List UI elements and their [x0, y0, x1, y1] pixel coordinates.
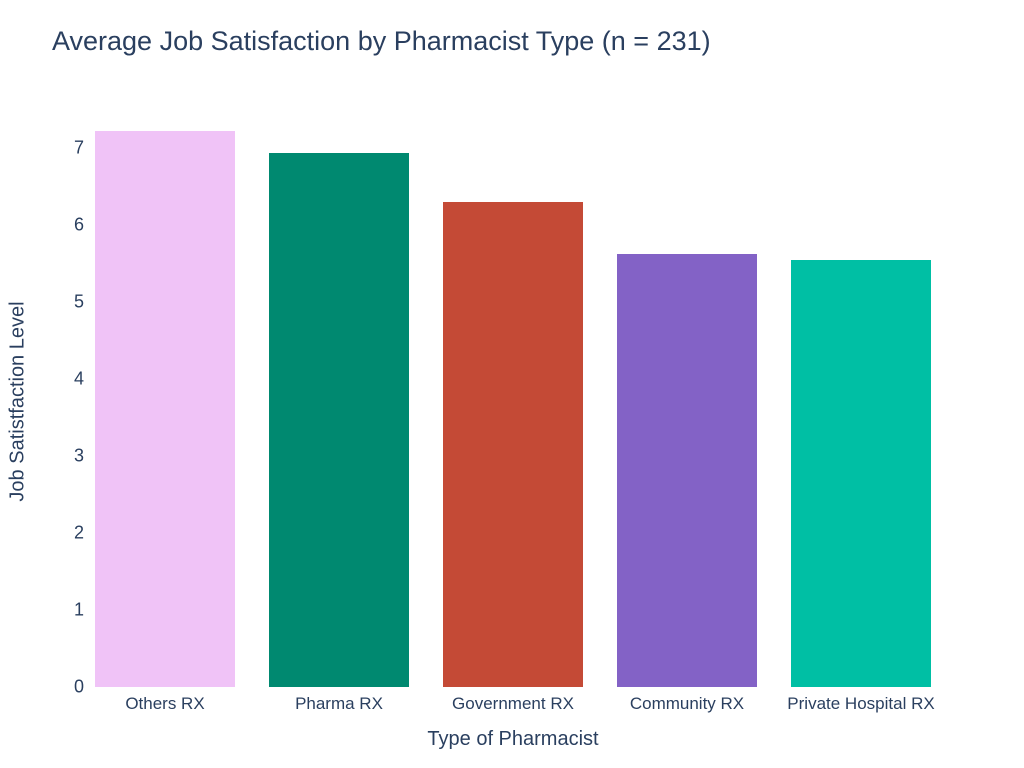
- y-tick-label-0: 0: [73, 676, 84, 697]
- x-tick-label-others-rx: Others RX: [125, 694, 205, 713]
- bar-private-hospital-rx[interactable]: [791, 260, 931, 687]
- x-tick-label-private-hospital-rx: Private Hospital RX: [787, 694, 935, 713]
- bar-government-rx[interactable]: [443, 201, 583, 687]
- x-tick-label-government-rx: Government RX: [452, 694, 574, 713]
- y-tick-label-5: 5: [73, 291, 84, 312]
- y-tick-label-6: 6: [73, 214, 84, 235]
- chart-title: Average Job Satisfaction by Pharmacist T…: [52, 26, 711, 56]
- y-tick-label-2: 2: [73, 522, 84, 543]
- x-tick-label-community-rx: Community RX: [629, 694, 745, 713]
- bar-others-rx[interactable]: [95, 131, 235, 687]
- y-tick-label-4: 4: [73, 368, 84, 389]
- y-tick-label-1: 1: [73, 599, 84, 620]
- y-axis-title: Job Satistfaction Level: [6, 301, 29, 502]
- bar-pharma-rx[interactable]: [269, 153, 409, 687]
- y-tick-label-7: 7: [73, 137, 84, 158]
- x-tick-label-pharma-rx: Pharma RX: [295, 694, 383, 713]
- x-axis-title: Type of Pharmacist: [427, 728, 599, 750]
- y-tick-label-3: 3: [73, 445, 84, 466]
- bar-community-rx[interactable]: [617, 254, 757, 687]
